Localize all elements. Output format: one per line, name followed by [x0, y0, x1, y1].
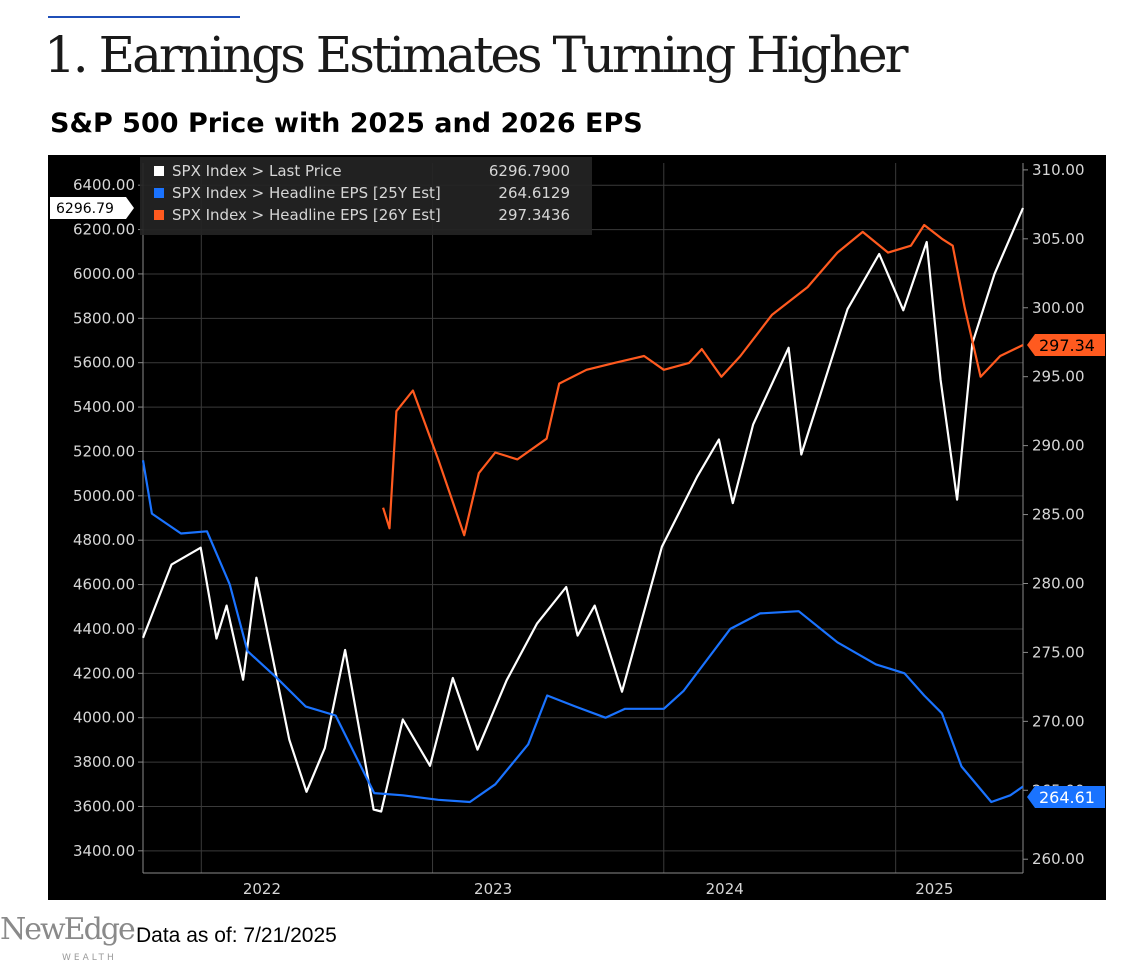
- tag-text-eps25: 264.61: [1039, 788, 1095, 807]
- chart-panel: 3400.00 3600.00 3800.00 4000.00 4200.00 4400.…: [48, 155, 1106, 900]
- y-right-tick-label: 260.00: [1032, 850, 1085, 868]
- y-left-tick-label: 5000.00: [73, 487, 135, 505]
- y-right-tick-label: 295.00: [1032, 368, 1085, 386]
- y-left-tick-label: 5200.00: [73, 442, 135, 460]
- y-left-tick-label: 4600.00: [73, 576, 135, 594]
- y-left-tick-label: 5400.00: [73, 398, 135, 416]
- y-left-tick-label: 3800.00: [73, 753, 135, 771]
- y-left-tick-label: 4200.00: [73, 664, 135, 682]
- data-as-of: Data as of: 7/21/2025: [136, 924, 337, 948]
- legend-box: [140, 157, 592, 235]
- y-left-tick-label: 5800.00: [73, 309, 135, 327]
- tag-text-price: 6296.79: [56, 201, 114, 217]
- last-value-tag-price: 6296.79: [50, 197, 134, 220]
- y-right-tick-label: 290.00: [1032, 437, 1085, 455]
- x-tick-label: 2025: [915, 880, 953, 898]
- y-right-tick-label: 280.00: [1032, 574, 1085, 592]
- y-right-tick-label: 275.00: [1032, 643, 1085, 661]
- legend-swatch-price: [154, 166, 164, 176]
- tag-shape-eps25: [1027, 785, 1105, 808]
- chart-subtitle: S&P 500 Price with 2025 and 2026 EPS: [50, 108, 643, 139]
- title-rule: [48, 16, 240, 18]
- legend-value-price: 6296.7900: [489, 162, 570, 180]
- legend-value-eps26: 297.3436: [498, 206, 570, 224]
- y-right-tick-label: 305.00: [1032, 230, 1085, 248]
- legend-label-eps26: SPX Index > Headline EPS [26Y Est]: [172, 206, 441, 224]
- newedge-logo: NewEdge WEALTH: [0, 912, 136, 968]
- y-left-tick-label: 6400.00: [73, 176, 135, 194]
- x-tick-label: 2024: [706, 880, 744, 898]
- y-right-tick-label: 310.00: [1032, 161, 1085, 179]
- series-line-eps25: [141, 460, 1024, 804]
- last-value-tag-eps25: 264.61: [1027, 785, 1105, 808]
- logo-subtext: WEALTH: [62, 953, 117, 963]
- x-tick-label: 2023: [474, 880, 512, 898]
- tag-shape-eps26: [1027, 333, 1105, 356]
- legend-label-price: SPX Index > Last Price: [172, 162, 342, 180]
- tag-text-eps26: 297.34: [1039, 336, 1095, 355]
- legend-label-eps25: SPX Index > Headline EPS [25Y Est]: [172, 184, 441, 202]
- logo-wordmark: NewEdge: [0, 912, 136, 947]
- tag-shape-price: [50, 197, 134, 220]
- y-left-tick-label: 3600.00: [73, 797, 135, 815]
- chart-svg: 3400.00 3600.00 3800.00 4000.00 4200.00 4400.…: [50, 157, 1105, 898]
- y-left-tick-label: 4400.00: [73, 620, 135, 638]
- as-of-label: Data as of:: [136, 924, 238, 947]
- legend-swatch-eps26: [154, 210, 164, 220]
- chart-legend: SPX Index > Last Price 6296.7900 SPX Index…: [140, 157, 592, 235]
- legend-value-eps25: 264.6129: [498, 184, 570, 202]
- series-line-eps26: [382, 223, 1024, 537]
- y-left-tick-label: 4000.00: [73, 709, 135, 727]
- last-value-tag-eps26: 297.34: [1027, 333, 1105, 356]
- legend-swatch-eps25: [154, 188, 164, 198]
- y-left-tick-label: 3400.00: [73, 842, 135, 860]
- y-right-tick-label: 285.00: [1032, 506, 1085, 524]
- y-left-tick-label: 6200.00: [73, 221, 135, 239]
- y-left-tick-label: 6000.00: [73, 265, 135, 283]
- y-left-tick-label: 5600.00: [73, 354, 135, 372]
- x-tick-label: 2022: [243, 880, 281, 898]
- as-of-date: 7/21/2025: [243, 924, 337, 947]
- y-right-tick-label: 270.00: [1032, 712, 1085, 730]
- y-left-tick-label: 4800.00: [73, 531, 135, 549]
- page-title: 1. Earnings Estimates Turning Higher: [44, 26, 909, 84]
- series-line-price: [141, 207, 1025, 813]
- y-right-tick-label: 300.00: [1032, 299, 1085, 317]
